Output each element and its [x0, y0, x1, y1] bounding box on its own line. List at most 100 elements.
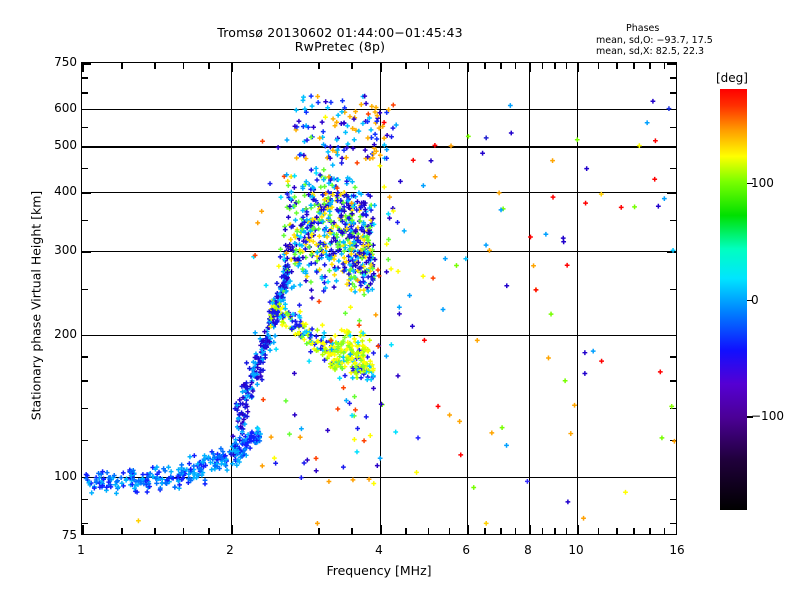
data-point — [147, 484, 153, 489]
data-point — [327, 155, 333, 161]
data-point — [334, 347, 340, 353]
data-point — [288, 224, 294, 230]
data-point — [200, 470, 206, 476]
data-point — [247, 366, 252, 371]
data-point — [368, 257, 374, 263]
data-point — [295, 263, 301, 269]
data-point — [358, 265, 364, 271]
data-point — [306, 262, 312, 268]
x-tick-minor — [208, 528, 210, 534]
data-point — [584, 166, 590, 172]
data-point — [420, 273, 426, 279]
data-point — [304, 137, 310, 143]
data-point — [338, 349, 344, 355]
data-point — [297, 434, 303, 440]
y-tick-minor — [82, 126, 88, 129]
data-point — [293, 319, 298, 324]
data-point — [320, 342, 326, 348]
data-point — [329, 261, 335, 267]
data-point — [93, 477, 99, 483]
data-point — [334, 364, 340, 370]
data-point — [395, 373, 401, 379]
data-point — [310, 224, 316, 229]
data-point — [344, 358, 349, 364]
data-point — [355, 340, 361, 345]
data-point — [285, 270, 290, 275]
data-point — [206, 456, 212, 461]
data-point — [178, 470, 184, 475]
data-point — [363, 368, 369, 373]
data-point — [357, 203, 363, 208]
gridline-horizontal — [82, 476, 676, 479]
gridline-horizontal — [82, 334, 676, 336]
data-point — [278, 306, 283, 312]
data-point — [352, 289, 358, 295]
data-point — [318, 339, 324, 345]
data-point — [257, 358, 263, 364]
data-point — [367, 433, 373, 438]
data-point — [500, 206, 506, 212]
data-point — [280, 312, 286, 318]
data-point — [363, 212, 369, 218]
x-tick-minor — [500, 528, 502, 534]
data-point — [371, 151, 377, 156]
data-point — [361, 359, 367, 365]
data-point — [298, 319, 304, 325]
data-point — [381, 184, 387, 190]
data-point — [354, 243, 359, 249]
data-point — [332, 272, 337, 278]
data-point — [365, 111, 371, 117]
data-point — [353, 364, 359, 370]
data-point — [223, 456, 229, 462]
data-point — [351, 193, 357, 199]
data-point — [280, 305, 286, 310]
data-point — [367, 268, 373, 274]
data-point — [323, 205, 329, 211]
y-tick-major — [82, 63, 91, 65]
data-point — [233, 457, 238, 462]
data-point — [258, 359, 263, 365]
data-point — [319, 207, 324, 213]
data-point — [132, 485, 137, 491]
data-point — [265, 325, 271, 331]
data-point — [307, 244, 313, 250]
data-point — [279, 286, 285, 292]
data-point — [223, 457, 229, 462]
data-point — [100, 483, 106, 489]
data-point — [349, 211, 355, 217]
data-point — [247, 394, 252, 400]
data-point — [533, 287, 539, 293]
data-point — [273, 346, 279, 352]
data-point — [360, 275, 366, 280]
y-tick-label: 500 — [54, 138, 77, 153]
data-point — [245, 393, 250, 398]
data-point — [301, 460, 307, 466]
data-point — [341, 193, 347, 199]
data-point — [371, 386, 376, 391]
data-point — [241, 382, 247, 388]
data-point — [282, 282, 287, 288]
y-tick-label: 400 — [54, 184, 77, 199]
data-point — [285, 268, 290, 273]
data-point — [259, 351, 265, 357]
data-point — [334, 185, 340, 191]
data-point — [284, 269, 290, 275]
data-point — [323, 114, 328, 120]
data-point — [343, 267, 349, 273]
data-point — [280, 280, 286, 286]
data-point — [191, 463, 197, 469]
data-point — [568, 431, 574, 436]
x-tick-minor-top — [542, 63, 544, 69]
data-point — [264, 344, 270, 350]
data-point — [332, 352, 337, 358]
data-point — [285, 310, 290, 316]
data-point — [308, 167, 314, 173]
phase-annotation-x-mode: mean, sd,X: 82.5, 22.3 — [596, 46, 705, 57]
data-point — [259, 346, 265, 352]
data-point — [349, 346, 354, 352]
data-point — [313, 170, 319, 176]
data-point — [355, 426, 360, 431]
data-point — [282, 224, 288, 229]
data-point — [238, 424, 243, 429]
data-point — [247, 384, 253, 389]
